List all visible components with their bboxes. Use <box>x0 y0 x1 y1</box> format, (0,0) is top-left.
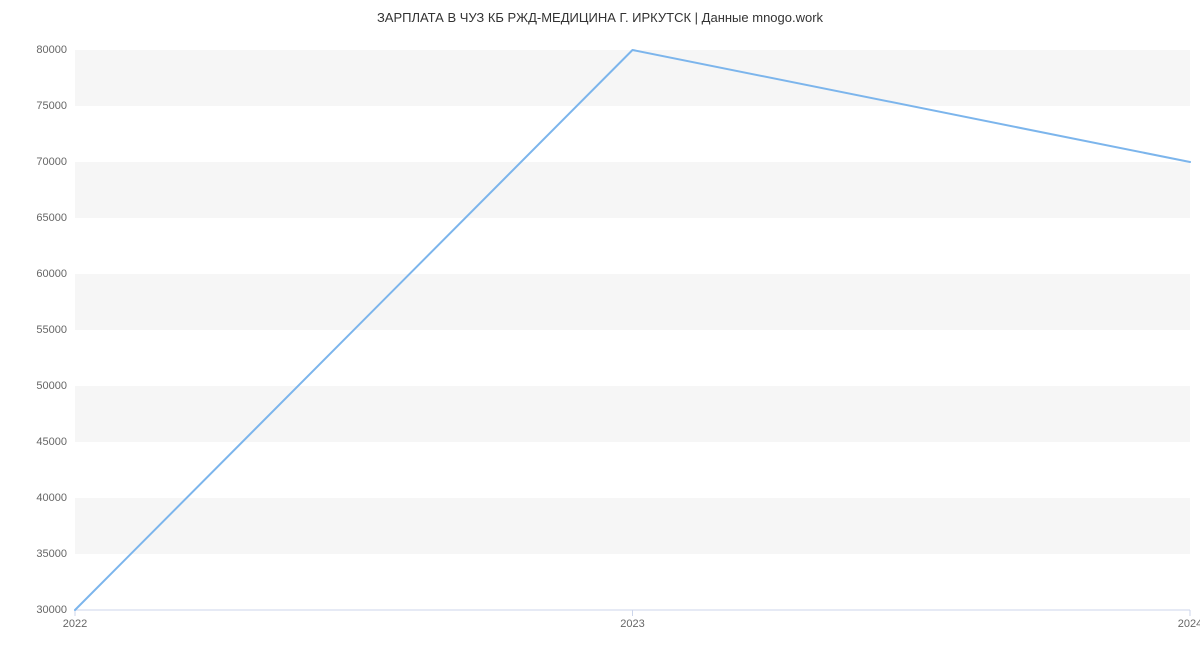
salary-line-chart: ЗАРПЛАТА В ЧУЗ КБ РЖД-МЕДИЦИНА Г. ИРКУТС… <box>0 0 1200 650</box>
y-tick-label: 35000 <box>36 548 75 560</box>
y-tick-label: 50000 <box>36 380 75 392</box>
plot-area: 3000035000400004500050000550006000065000… <box>75 50 1190 610</box>
x-tick-label: 2024 <box>1178 610 1200 630</box>
y-tick-label: 45000 <box>36 436 75 448</box>
y-tick-label: 60000 <box>36 268 75 280</box>
chart-title: ЗАРПЛАТА В ЧУЗ КБ РЖД-МЕДИЦИНА Г. ИРКУТС… <box>0 10 1200 25</box>
y-tick-label: 55000 <box>36 324 75 336</box>
chart-svg <box>75 50 1190 610</box>
y-tick-label: 70000 <box>36 156 75 168</box>
y-tick-label: 65000 <box>36 212 75 224</box>
y-tick-label: 75000 <box>36 100 75 112</box>
series-line-salary <box>75 50 1190 610</box>
y-tick-label: 80000 <box>36 44 75 56</box>
y-tick-label: 40000 <box>36 492 75 504</box>
